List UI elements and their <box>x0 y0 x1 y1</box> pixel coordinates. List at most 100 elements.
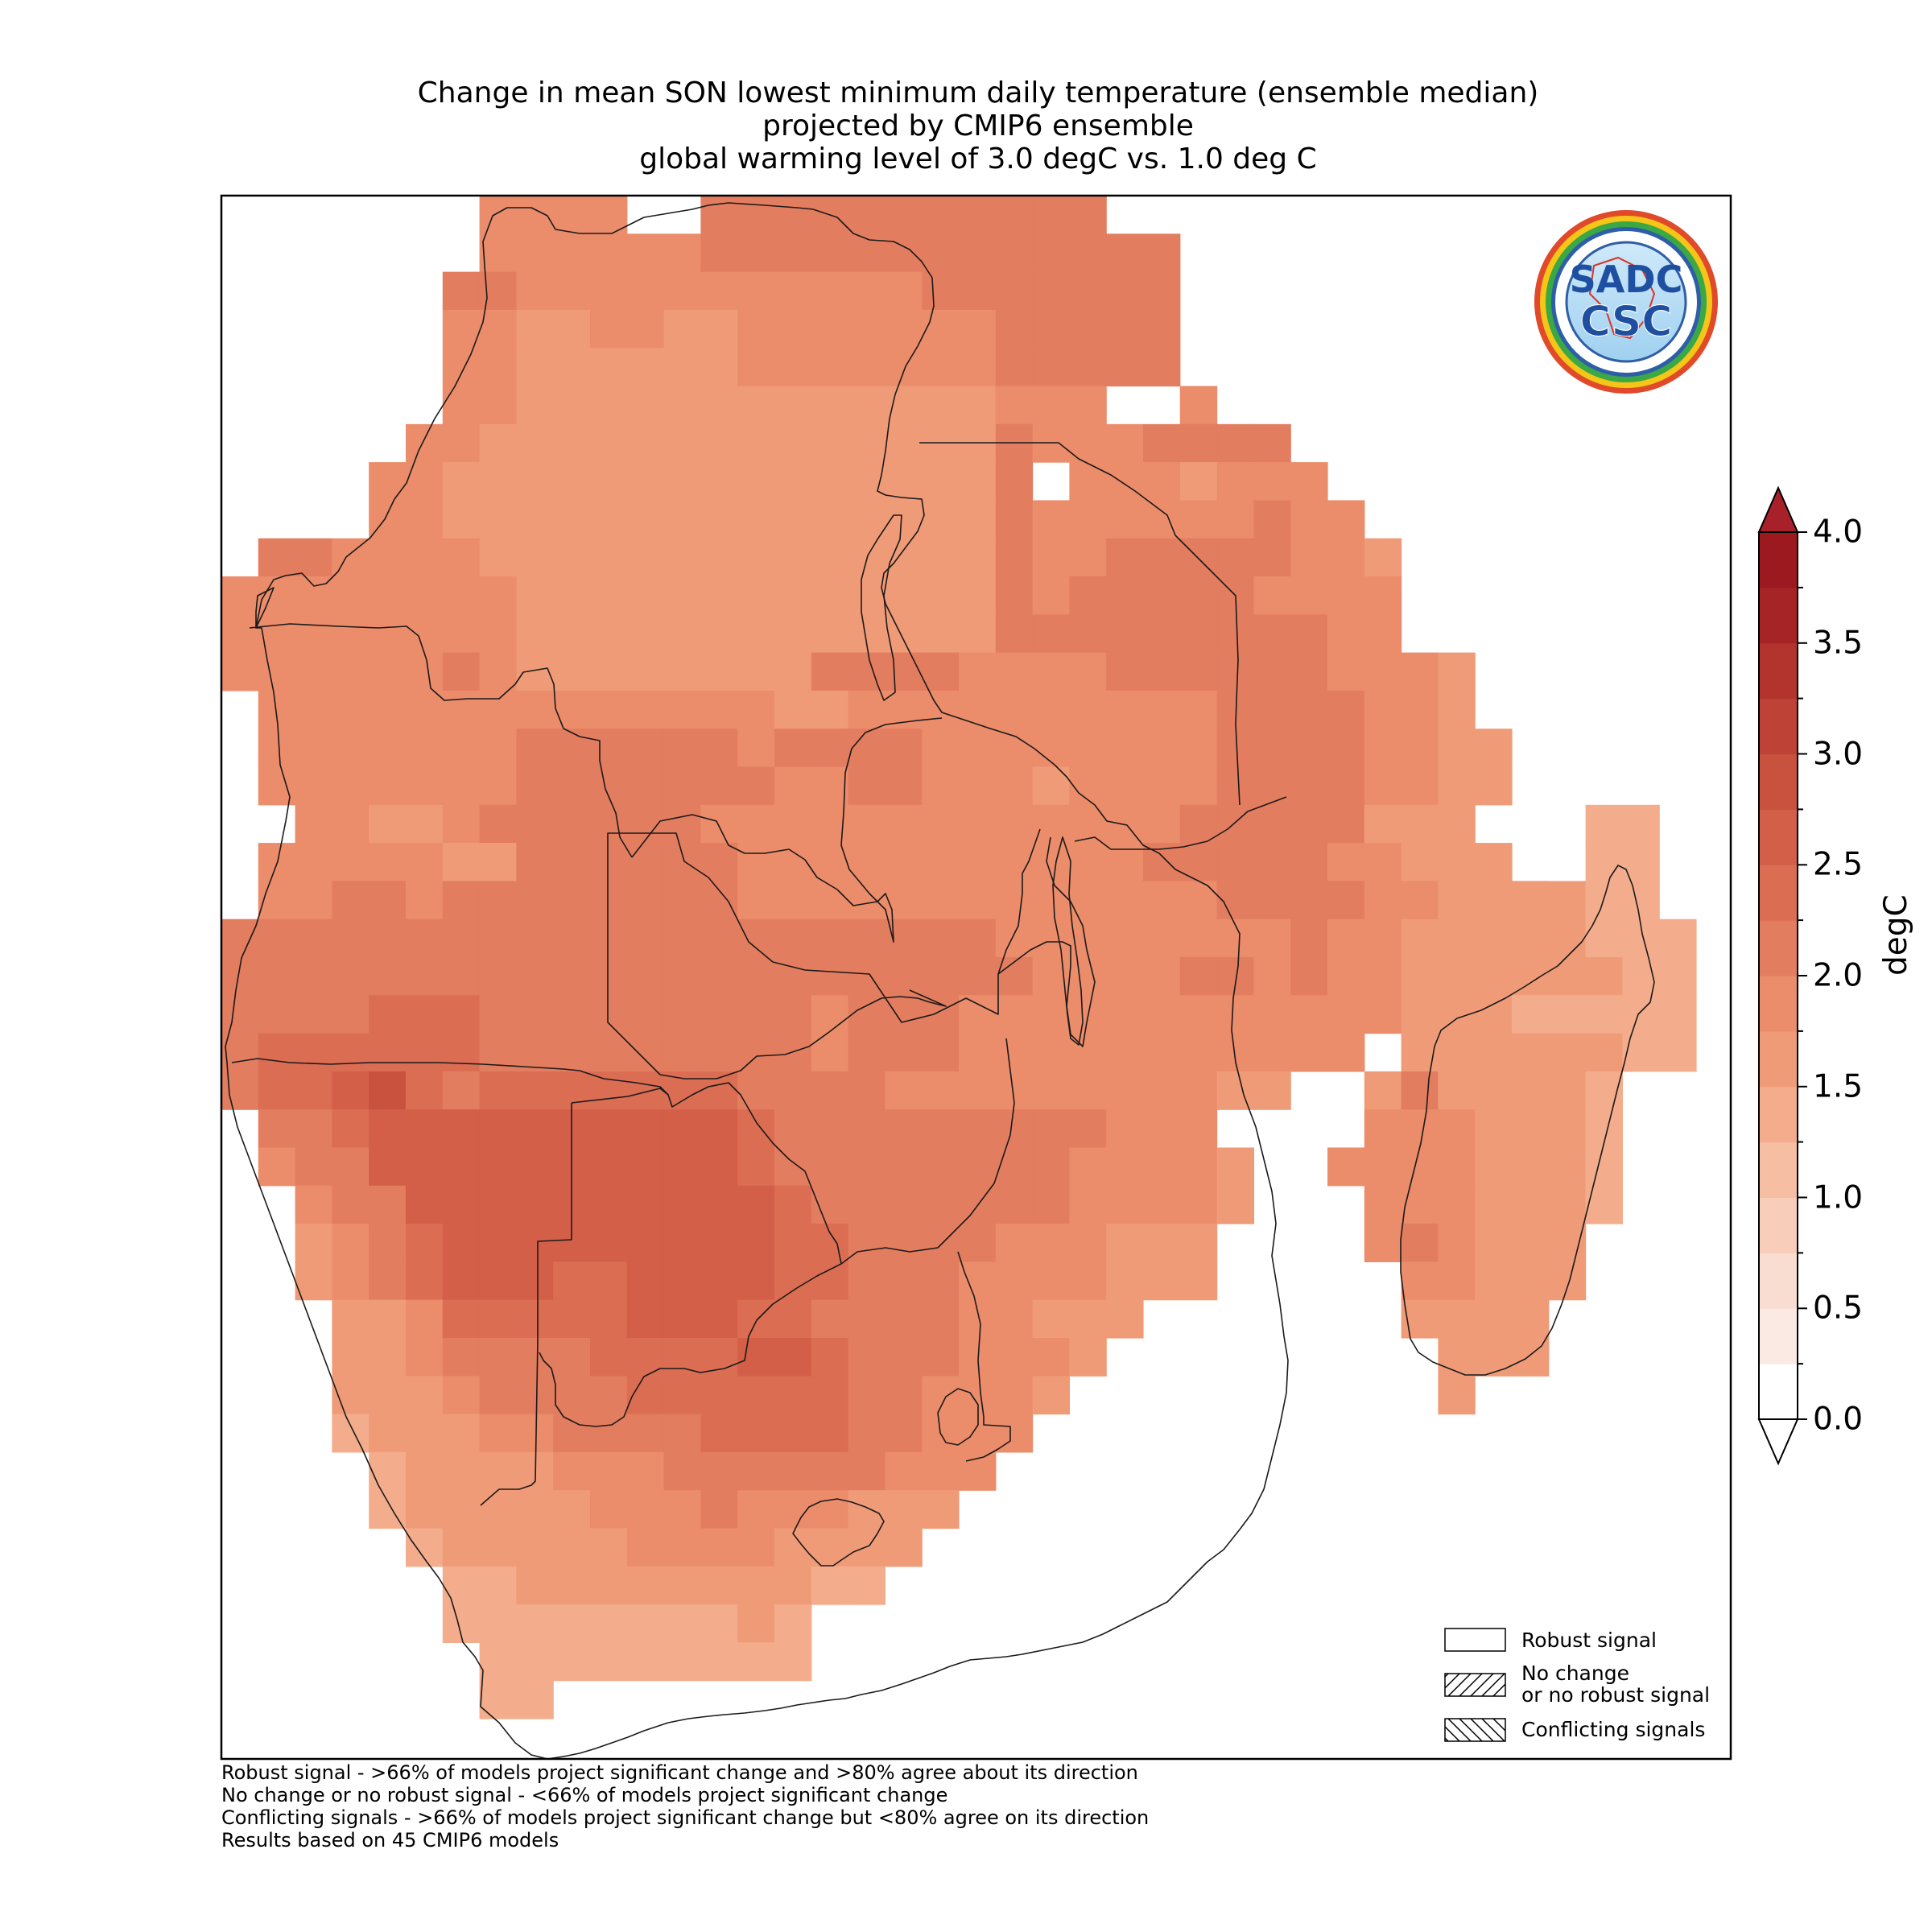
grid-cell <box>590 1185 628 1224</box>
grid-cell <box>885 1338 923 1377</box>
grid-cell <box>553 766 591 806</box>
grid-cell <box>295 1147 332 1187</box>
grid-cell <box>848 1451 886 1491</box>
grid-cell <box>553 1604 591 1643</box>
grid-cell <box>663 348 701 387</box>
grid-cell <box>737 995 775 1034</box>
grid-cell <box>663 1109 701 1149</box>
grid-cell <box>663 1451 701 1491</box>
grid-cell <box>737 1451 775 1491</box>
grid-cell <box>1475 1185 1513 1224</box>
grid-cell <box>922 196 960 234</box>
grid-cell <box>995 690 1034 729</box>
grid-cell <box>811 271 849 311</box>
grid-cell <box>406 1338 444 1377</box>
grid-cell <box>885 1490 923 1530</box>
grid-cell <box>626 1566 665 1605</box>
grid-cell <box>221 576 259 615</box>
grid-cell <box>442 1224 481 1262</box>
grid-cell <box>995 1147 1034 1187</box>
grid-cell <box>774 881 812 920</box>
grid-cell <box>700 576 738 615</box>
grid-cell <box>479 196 517 234</box>
grid-cell <box>700 309 738 349</box>
grid-cell <box>590 766 628 806</box>
grid-cell <box>811 1071 849 1110</box>
grid-cell <box>700 1451 738 1491</box>
grid-cell <box>663 462 701 501</box>
grid-cell <box>774 614 812 654</box>
grid-cell <box>811 1338 849 1377</box>
grid-cell <box>553 881 591 920</box>
grid-cell <box>663 386 701 425</box>
grid-cell <box>848 1224 886 1262</box>
grid-cell <box>332 576 369 615</box>
grid-cell <box>1216 1147 1254 1187</box>
grid-cell <box>479 766 517 806</box>
grid-cell <box>332 1185 369 1224</box>
grid-cell <box>479 1147 517 1187</box>
grid-cell <box>1290 729 1328 768</box>
grid-cell <box>1069 919 1107 958</box>
grid-cell <box>590 881 628 920</box>
grid-cell <box>1585 881 1623 920</box>
grid-cell <box>442 1033 481 1072</box>
footnote-conflicting: Conflicting signals - >66% of models pro… <box>221 1806 1150 1829</box>
grid-cell <box>959 957 997 996</box>
colorbar <box>1757 485 1807 1466</box>
colorbar-bin <box>1759 1308 1798 1364</box>
border-zambia-zimbabwe <box>659 989 947 1080</box>
grid-cell <box>1512 957 1550 996</box>
legend-label-robust: Robust signal <box>1521 1629 1657 1652</box>
grid-cell <box>369 1299 407 1339</box>
grid-cell <box>1401 881 1439 920</box>
grid-cell <box>663 1299 701 1339</box>
grid-cell <box>1106 576 1144 615</box>
grid-cell <box>959 233 997 273</box>
grid-cell <box>295 1109 332 1149</box>
grid-cell <box>885 843 923 881</box>
grid-cell <box>1143 1147 1181 1187</box>
grid-cell <box>811 1528 849 1567</box>
grid-cell <box>442 804 481 844</box>
temperature-grid <box>221 196 1697 1719</box>
grid-cell <box>700 1490 738 1530</box>
grid-cell <box>479 538 517 577</box>
grid-cell <box>1179 500 1218 539</box>
grid-cell <box>1216 957 1254 996</box>
grid-cell <box>516 462 554 501</box>
grid-cell <box>626 1261 665 1301</box>
grid-cell <box>516 1490 554 1530</box>
grid-cell <box>516 1566 554 1605</box>
grid-cell <box>369 843 407 881</box>
grid-cell <box>737 1071 775 1110</box>
grid-cell <box>1438 1299 1476 1339</box>
grid-cell <box>442 1451 481 1491</box>
grid-cell <box>1401 1147 1439 1187</box>
logo-sadc-text: SADC <box>1570 258 1683 301</box>
grid-cell <box>626 614 665 654</box>
grid-cell <box>700 1566 738 1605</box>
grid-cell <box>811 690 849 729</box>
grid-cell <box>1438 1338 1476 1377</box>
grid-cell <box>626 500 665 539</box>
grid-cell <box>1585 804 1623 844</box>
grid-cell <box>885 271 923 311</box>
grid-cell <box>995 843 1034 881</box>
grid-cell <box>258 1071 296 1110</box>
colorbar-tick-label: 3.5 <box>1813 625 1864 662</box>
grid-cell <box>1216 995 1254 1034</box>
grid-cell <box>922 500 960 539</box>
grid-cell <box>1069 729 1107 768</box>
grid-cell <box>1143 1109 1181 1149</box>
grid-cell <box>1032 1224 1070 1262</box>
grid-cell <box>922 1033 960 1072</box>
grid-cell <box>369 462 407 501</box>
grid-cell <box>626 843 665 881</box>
grid-cell <box>1475 1299 1513 1339</box>
grid-cell <box>590 271 628 311</box>
grid-cell <box>479 690 517 729</box>
legend-swatch-no-change <box>1444 1673 1506 1697</box>
colorbar-bin <box>1759 809 1798 865</box>
